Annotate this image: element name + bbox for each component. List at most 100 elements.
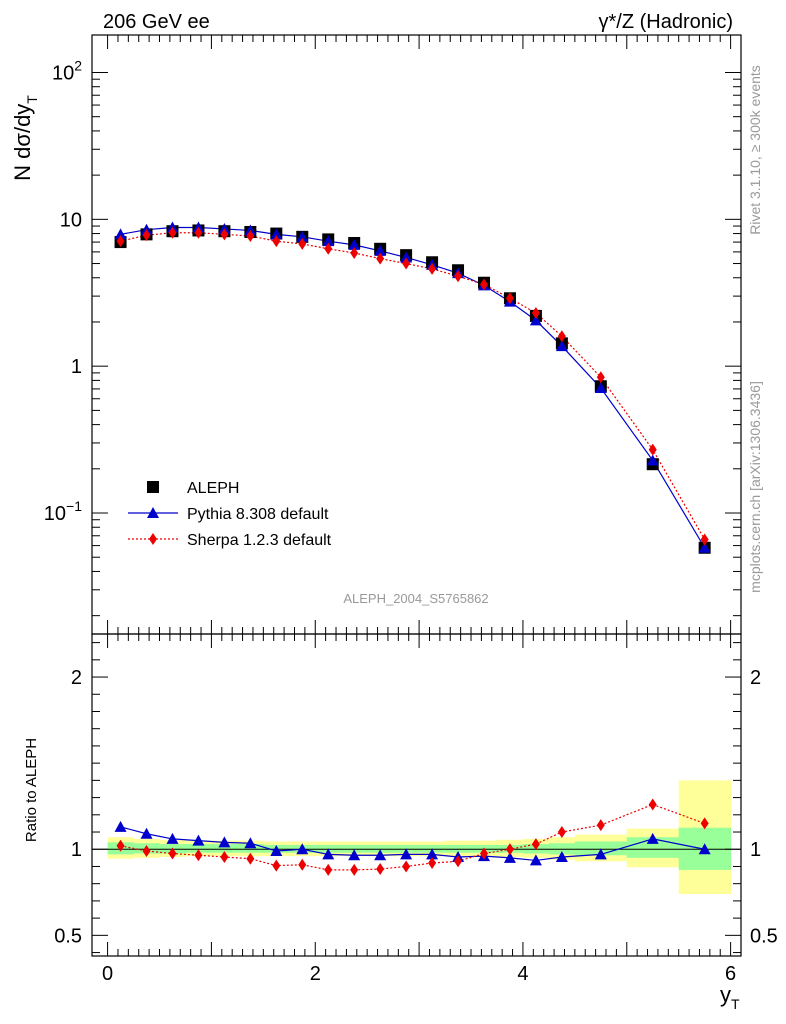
ratio-pythia-point xyxy=(374,849,387,861)
ratio-pythia-point xyxy=(322,848,335,860)
main-sherpa-point xyxy=(557,330,566,343)
band-inner xyxy=(185,844,212,853)
main-pythia-point xyxy=(529,314,542,326)
main-pythia-point xyxy=(646,454,659,466)
main-pythia-point xyxy=(400,251,413,263)
main-pythia-point xyxy=(698,541,711,553)
legend: ALEPH Pythia 8.308 default Sherpa 1.2.3 de… xyxy=(128,480,332,549)
ratio-sherpa-point xyxy=(142,844,151,857)
main-sherpa-point xyxy=(246,229,255,242)
legend-label-sherpa: Sherpa 1.2.3 default xyxy=(187,532,332,549)
ratio-pythia-point xyxy=(594,848,607,860)
main-pythia-line xyxy=(120,226,706,549)
ratio-pythia-point xyxy=(503,851,516,863)
ratio-pythia-point xyxy=(400,848,413,860)
ratio-frame xyxy=(91,633,742,957)
ratio-sherpa-point xyxy=(116,839,125,852)
ratio-y-tick-label: 2 xyxy=(71,667,82,689)
ratio-sherpa-point xyxy=(454,855,463,868)
legend-label-pythia: Pythia 8.308 default xyxy=(187,506,329,523)
ratio-pythia-point xyxy=(698,843,711,855)
main-sherpa-point xyxy=(479,278,488,291)
main-sherpa-point xyxy=(454,270,463,283)
analysis-id: ALEPH_2004_S5765862 xyxy=(343,591,488,606)
main-sherpa-line xyxy=(120,232,706,540)
ratio-y-tick-label-right: 1 xyxy=(750,839,761,861)
legend-marker-pythia xyxy=(147,507,159,518)
ratio-sherpa-point xyxy=(324,863,333,876)
ratio-sherpa-point xyxy=(246,852,255,865)
axes-frames: 0 2 4 6 10−1 1 10 102 0.5 0.5 1 1 2 2 xyxy=(44,34,778,985)
ratio-sherpa-point xyxy=(168,847,177,860)
header-right: γ*/Z (Hadronic) xyxy=(599,11,733,33)
main-sherpa-point xyxy=(350,246,359,259)
main-sherpa-point xyxy=(194,226,203,239)
ratio-sherpa-point xyxy=(402,860,411,873)
main-sherpa-point xyxy=(298,237,307,250)
ratio-pythia-point xyxy=(114,820,127,832)
x-tick-label: 0 xyxy=(102,963,113,985)
main-sherpa-point xyxy=(531,307,540,320)
ratio-y-tick-label: 0.5 xyxy=(54,925,82,947)
ratio-pythia-point xyxy=(529,854,542,866)
ratio-uncertainty-bands xyxy=(107,780,732,895)
ratio-sherpa-point xyxy=(350,863,359,876)
band-inner xyxy=(237,844,264,853)
main-pythia-point xyxy=(296,230,309,242)
main-pythia-point xyxy=(348,238,361,250)
ratio-sherpa-point xyxy=(220,850,229,863)
main-pythia-point xyxy=(374,244,387,256)
ratio-sherpa-point xyxy=(648,798,657,811)
main-pythia-point xyxy=(114,228,127,240)
x-tick-label: 4 xyxy=(517,963,528,985)
ratio-pythia-point xyxy=(218,836,231,848)
legend-label-aleph: ALEPH xyxy=(187,480,239,497)
ratio-pythia-point xyxy=(296,843,309,855)
ratio-sherpa-point xyxy=(194,849,203,862)
ratio-pythia-point xyxy=(140,827,153,839)
ratio-sherpa-point xyxy=(479,847,488,860)
ratio-sherpa-point xyxy=(505,843,514,856)
ratio-pythia-point xyxy=(426,848,439,860)
main-sherpa-point xyxy=(648,443,657,456)
band-inner xyxy=(211,844,238,853)
ratio-sherpa-point xyxy=(596,819,605,832)
x-tick-label: 6 xyxy=(725,963,736,985)
ratio-sherpa-point xyxy=(298,858,307,871)
ratio-y-tick-label-right: 2 xyxy=(750,667,761,689)
main-sherpa-point xyxy=(376,252,385,265)
main-sherpa-point xyxy=(505,292,514,305)
ratio-pythia-point xyxy=(646,832,659,844)
ratio-y-axis-label: Ratio to ALEPH xyxy=(23,738,40,842)
main-sherpa-point xyxy=(596,371,605,384)
main-sherpa-point xyxy=(428,262,437,275)
main-sherpa-point xyxy=(220,228,229,241)
ratio-pythia-point xyxy=(270,844,283,856)
legend-marker-sherpa xyxy=(149,533,157,545)
series-markers xyxy=(114,221,711,876)
side-text-rivet: Rivet 3.1.10, ≥ 300k events xyxy=(747,65,763,235)
main-pythia-point xyxy=(270,228,283,240)
main-sherpa-point xyxy=(324,242,333,255)
legend-marker-aleph xyxy=(147,481,159,493)
x-axis-label: yT xyxy=(720,982,740,1012)
ratio-y-tick-label: 1 xyxy=(71,839,82,861)
ratio-sherpa-point xyxy=(557,826,566,839)
main-y-tick-label: 102 xyxy=(52,57,82,84)
main-y-tick-label: 1 xyxy=(71,356,82,378)
main-y-tick-label: 10−1 xyxy=(44,498,82,525)
main-sherpa-point xyxy=(700,533,709,546)
band-inner xyxy=(574,841,628,856)
side-text-mcplots: mcplots.cern.ch [arXiv:1306.3436] xyxy=(747,381,763,593)
ratio-pythia-point xyxy=(555,850,568,862)
main-pythia-point xyxy=(594,382,607,394)
ratio-sherpa-point xyxy=(376,863,385,876)
ratio-sherpa-point xyxy=(428,857,437,870)
ratio-sherpa-point xyxy=(531,838,540,851)
main-pythia-point xyxy=(322,235,335,247)
ratio-pythia-point xyxy=(244,837,257,849)
main-sherpa-point xyxy=(142,229,151,242)
main-y-tick-label: 10 xyxy=(60,209,82,231)
main-sherpa-point xyxy=(168,226,177,239)
